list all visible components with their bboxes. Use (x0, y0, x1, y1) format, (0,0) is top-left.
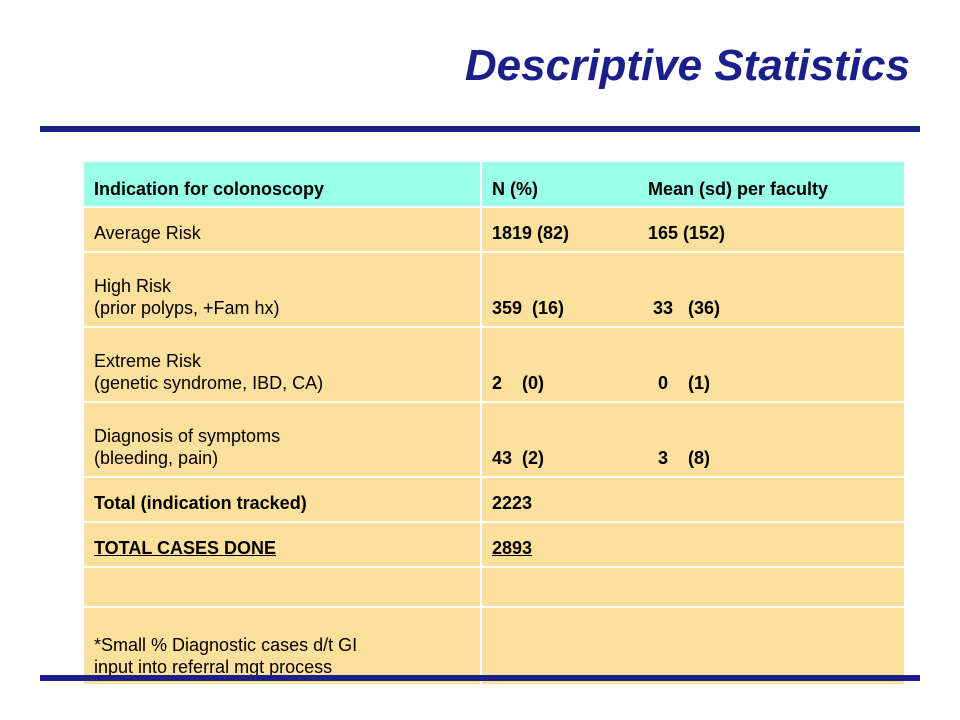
row-mean-value: 3 (8) (648, 448, 711, 468)
header-indication-label: Indication for colonoscopy (94, 179, 325, 199)
table-row: Extreme Risk (genetic syndrome, IBD, CA) … (84, 327, 904, 403)
row-label: Average Risk (84, 207, 482, 253)
row-label: Diagnosis of symptoms (bleeding, pain) (84, 402, 482, 478)
total-done-row: TOTAL CASES DONE 2893 (84, 522, 904, 568)
total-done-label-cell: TOTAL CASES DONE (84, 522, 482, 568)
total-tracked-label: Total (indication tracked) (84, 477, 482, 523)
row-label-line1: Extreme Risk (94, 351, 202, 371)
footnote-row: *Small % Diagnostic cases d/t GI input in… (84, 607, 904, 686)
row-label-line2: (bleeding, pain) (94, 448, 219, 468)
row-label: High Risk (prior polyps, +Fam hx) (84, 252, 482, 328)
bottom-divider (40, 675, 920, 681)
row-values: 2 (0) 0 (1) (481, 327, 904, 403)
footnote: *Small % Diagnostic cases d/t GI input in… (84, 607, 482, 686)
row-mean-value: 0 (1) (648, 373, 711, 393)
empty-row (84, 567, 904, 608)
row-label-line2: (prior polyps, +Fam hx) (94, 298, 280, 318)
row-label-line1: Diagnosis of symptoms (94, 426, 281, 446)
row-values: 359 (16) 33 (36) (481, 252, 904, 328)
row-label-line1: High Risk (94, 276, 172, 296)
row-label: Extreme Risk (genetic syndrome, IBD, CA) (84, 327, 482, 403)
row-values: 1819 (82) 165 (152) (481, 207, 904, 253)
row-mean-value: 165 (152) (648, 223, 726, 243)
header-mean-sd: Mean (sd) per faculty (648, 179, 829, 199)
total-done-label: TOTAL CASES DONE (94, 538, 277, 558)
row-label-line2: (genetic syndrome, IBD, CA) (94, 373, 324, 393)
total-done-value: 2893 (492, 538, 533, 558)
slide-title: Descriptive Statistics (464, 41, 910, 90)
row-n-value: 1819 (82) (492, 223, 570, 243)
footnote-line1: *Small % Diagnostic cases d/t GI (94, 635, 358, 655)
empty-cell (481, 607, 904, 686)
row-n-value: 43 (2) (492, 448, 545, 468)
total-tracked-value: 2223 (481, 477, 904, 523)
empty-cell (84, 567, 482, 608)
header-indication: Indication for colonoscopy (84, 162, 482, 208)
header-n-percent: N (%) (492, 179, 538, 199)
row-n-value: 2 (0) (492, 373, 545, 393)
table-row: High Risk (prior polyps, +Fam hx) 359 (16… (84, 252, 904, 328)
row-label-line1: Average Risk (94, 223, 201, 243)
top-divider (40, 126, 920, 132)
footnote-line2: input into referral mgt process (94, 657, 333, 677)
row-mean-value: 33 (36) (648, 298, 721, 318)
row-values: 43 (2) 3 (8) (481, 402, 904, 478)
empty-cell (481, 567, 904, 608)
table-header-row: Indication for colonoscopy N (%) Mean (sd… (84, 162, 904, 208)
row-n-value: 359 (16) (492, 298, 565, 318)
table-row: Diagnosis of symptoms (bleeding, pain) 43… (84, 402, 904, 478)
total-done-value-cell: 2893 (481, 522, 904, 568)
descriptive-statistics-table: Indication for colonoscopy N (%) Mean (sd… (84, 162, 904, 686)
header-stats: N (%) Mean (sd) per faculty (481, 162, 904, 208)
total-tracked-row: Total (indication tracked) 2223 (84, 477, 904, 523)
table-row: Average Risk 1819 (82) 165 (152) (84, 207, 904, 253)
